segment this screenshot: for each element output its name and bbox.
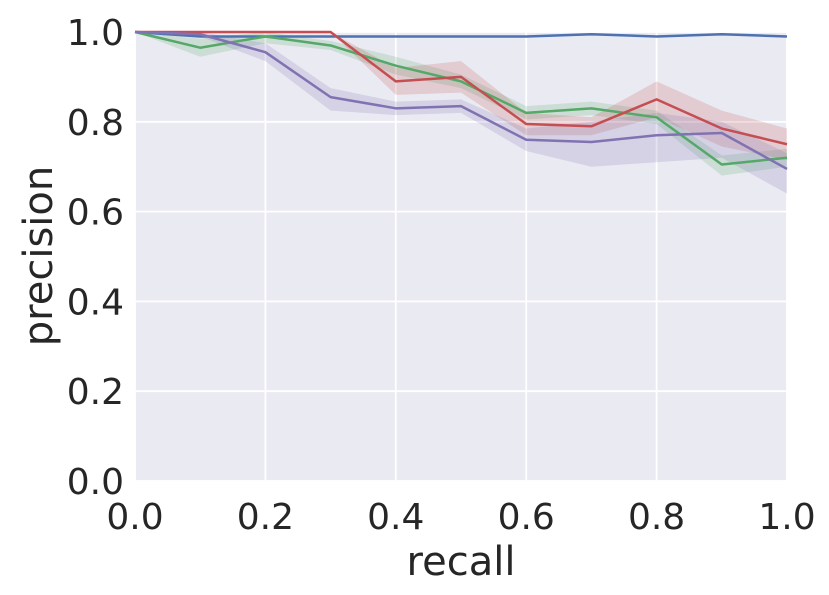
confidence-bands <box>135 32 787 194</box>
series-4-line <box>134 30 788 171</box>
y-tick-label: 0.8 <box>67 103 124 144</box>
series-2-line <box>134 30 788 166</box>
x-tick-label: 0.4 <box>367 497 424 538</box>
y-tick-label: 0.0 <box>67 462 124 503</box>
y-axis-label: precision <box>16 166 62 346</box>
series-3-band <box>135 32 787 160</box>
x-tick-label: 0.0 <box>106 497 163 538</box>
y-tick-label: 0.2 <box>67 372 124 413</box>
x-tick-label: 0.6 <box>498 497 555 538</box>
series-lines <box>134 30 788 171</box>
x-tick-label: 1.0 <box>758 497 815 538</box>
x-axis-label: recall <box>407 539 516 585</box>
series-4-band <box>135 32 787 194</box>
y-tick-labels: 0.0 0.2 0.4 0.6 0.8 1.0 <box>67 13 124 503</box>
x-tick-label: 0.2 <box>237 497 294 538</box>
series-2-band <box>135 32 787 176</box>
y-tick-label: 0.4 <box>67 282 124 323</box>
series-1-line <box>134 30 788 38</box>
y-tick-label: 0.6 <box>67 193 124 234</box>
grid-lines <box>134 31 788 482</box>
series-3-line <box>135 30 788 146</box>
x-tick-labels: 0.0 0.2 0.4 0.6 0.8 1.0 <box>106 497 815 538</box>
x-tick-label: 0.8 <box>628 497 685 538</box>
y-tick-label: 1.0 <box>67 13 124 54</box>
